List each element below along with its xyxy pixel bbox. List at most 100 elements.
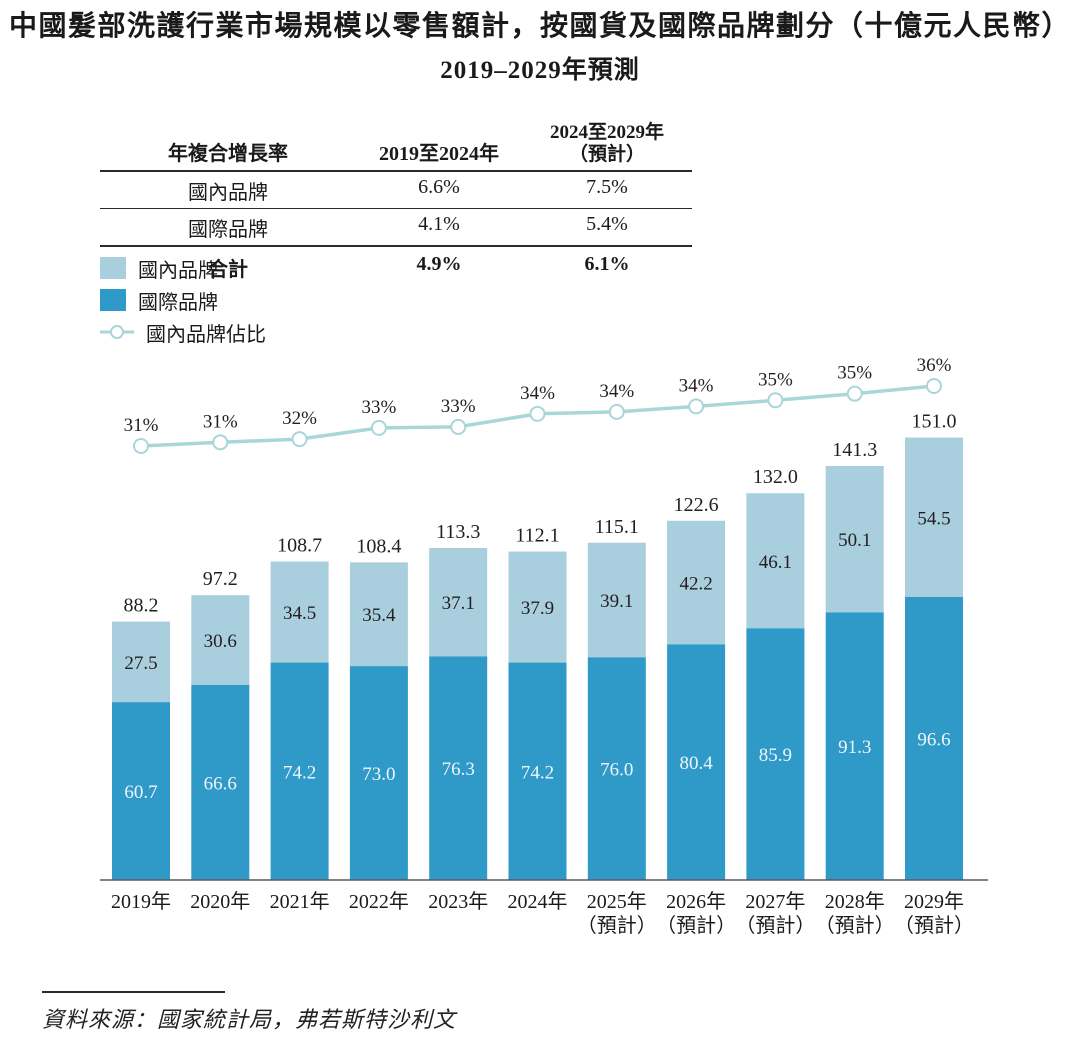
bar-international-label: 91.3 (838, 737, 871, 758)
bar-domestic-label: 37.1 (442, 593, 475, 614)
legend-item-domestic: 國內品牌 (100, 256, 266, 282)
bar-segment-international (667, 644, 726, 880)
bar-segment-domestic (825, 465, 884, 613)
x-axis-label: 2027年 (745, 890, 805, 913)
bar-segment-domestic (429, 548, 488, 657)
bar-segment-international (587, 657, 646, 880)
ratio-marker (133, 437, 149, 454)
bar-domestic-label: 37.9 (521, 598, 554, 619)
bar-segment-international (349, 666, 408, 880)
x-axis-label: 2019年 (111, 890, 171, 913)
ratio-percentage-label: 35% (837, 363, 872, 384)
bar-domestic-label: 27.5 (124, 653, 157, 674)
cagr-row-international-v2: 5.4% (586, 212, 628, 235)
cagr-header-2024-2029-line2: （預計） (568, 143, 645, 165)
ratio-percentage-label: 33% (361, 397, 396, 418)
ratio-marker (926, 377, 942, 394)
ratio-marker (450, 418, 467, 435)
ratio-line-icon (100, 325, 134, 339)
legend-item-international: 國際品牌 (100, 288, 266, 314)
ratio-marker (291, 431, 308, 448)
bar-segment-domestic (746, 493, 805, 629)
x-axis-label: 2024年 (508, 890, 568, 913)
bar-segment-international (508, 662, 567, 880)
ratio-marker (608, 403, 625, 420)
chart-title: 中國髮部洗護行業市場規模以零售額計，按國貨及國際品牌劃分（十億元人民幣） 201… (0, 8, 1080, 88)
ratio-percentage-label: 31% (203, 411, 238, 432)
bar-international-label: 96.6 (917, 729, 950, 750)
x-axis-note: （預計） (815, 914, 895, 937)
bar-international-label: 76.0 (600, 760, 633, 781)
bar-segment-domestic (270, 561, 329, 663)
cagr-row-international: 國際品牌 4.1% 5.4% (100, 209, 692, 247)
bar-segment-domestic (508, 551, 567, 663)
bar-segment-domestic (667, 520, 726, 645)
x-axis-label: 2022年 (349, 890, 409, 913)
ratio-percentage-label: 33% (441, 396, 476, 417)
bar-segment-international (270, 662, 329, 880)
cagr-table: 年複合增長率 2019至2024年 2024至2029年 （預計） 國內品牌 6… (100, 122, 692, 282)
ratio-percentage-label: 34% (679, 375, 714, 396)
ratio-marker (846, 385, 863, 402)
ratio-percentage-label: 35% (758, 369, 793, 390)
cagr-row-total-v2: 6.1% (584, 252, 630, 275)
bar-international-label: 73.0 (362, 764, 395, 785)
cagr-row-domestic-label: 國內品牌 (188, 181, 268, 204)
bar-segment-international (112, 702, 170, 880)
bar-segment-international (746, 628, 805, 880)
ratio-marker (688, 398, 705, 415)
chart-legend: 國內品牌 國際品牌 國內品牌佔比 (100, 256, 266, 346)
x-axis-note: （預計） (735, 914, 815, 937)
bar-international-label: 60.7 (124, 782, 157, 803)
bar-international-label: 80.4 (679, 753, 713, 774)
x-axis-label: 2023年 (428, 890, 488, 913)
ratio-percentage-label: 31% (124, 415, 159, 436)
bar-segment-domestic (191, 595, 250, 685)
bar-total-label: 141.3 (832, 439, 877, 461)
bar-international-label: 85.9 (759, 745, 792, 766)
bar-total-label: 113.3 (436, 521, 480, 543)
ratio-marker (370, 419, 387, 436)
ratio-marker (767, 392, 784, 409)
international-swatch-icon (100, 289, 126, 311)
bar-international-label: 66.6 (204, 773, 237, 794)
title-line1: 中國髮部洗護行業市場規模以零售額計，按國貨及國際品牌劃分（十億元人民幣） (8, 11, 1071, 42)
cagr-row-international-label: 國際品牌 (188, 218, 268, 241)
bar-segment-domestic (349, 562, 408, 667)
ratio-percentage-label: 34% (520, 383, 555, 404)
bar-international-label: 74.2 (521, 762, 554, 783)
x-axis-label: 2021年 (270, 890, 330, 913)
x-axis-label: 2025年 (587, 890, 647, 913)
x-axis-note: （預計） (894, 914, 974, 937)
bar-segment-international (825, 612, 884, 880)
bar-domestic-label: 34.5 (283, 603, 316, 624)
cagr-row-total: 合計 4.9% 6.1% (100, 247, 692, 282)
ratio-marker (529, 405, 546, 422)
cagr-row-domestic: 國內品牌 6.6% 7.5% (100, 172, 692, 209)
ratio-marker (212, 434, 229, 451)
bar-total-label: 108.7 (277, 535, 322, 557)
legend-item-ratio: 國內品牌佔比 (100, 320, 266, 346)
domestic-swatch-icon (100, 257, 126, 279)
bar-segment-international (429, 656, 488, 880)
bar-segment-domestic (905, 437, 963, 597)
cagr-header-2024-2029: 2024至2029年 （預計） (522, 122, 692, 166)
bar-segment-domestic (587, 542, 646, 658)
legend-domestic-label: 國內品牌 (138, 259, 218, 282)
legend-international-label: 國際品牌 (138, 291, 218, 314)
bar-total-label: 112.1 (515, 525, 559, 547)
bar-total-label: 122.6 (674, 494, 719, 516)
ratio-percentage-label: 34% (599, 381, 634, 402)
cagr-row-total-v1: 4.9% (416, 252, 462, 275)
bar-total-label: 132.0 (753, 466, 798, 488)
cagr-row-domestic-v1: 6.6% (418, 175, 460, 198)
x-axis-label: 2026年 (666, 890, 726, 913)
bar-international-label: 76.3 (442, 759, 475, 780)
bar-total-label: 115.1 (595, 516, 639, 538)
ratio-icon-marker (110, 325, 124, 339)
x-axis-note: （預計） (577, 914, 657, 937)
x-axis-label: 2028年 (825, 890, 885, 913)
cagr-row-total-label: 合計 (208, 258, 248, 281)
cagr-table-header: 年複合增長率 2019至2024年 2024至2029年 （預計） (100, 122, 692, 172)
